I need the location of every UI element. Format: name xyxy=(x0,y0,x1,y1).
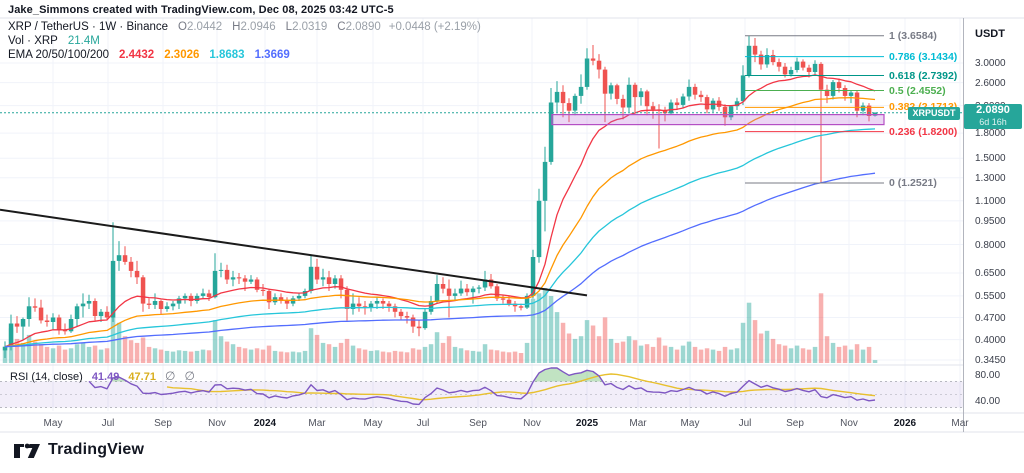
ohlc-low: L2.0319 xyxy=(285,21,328,33)
rsi-pane xyxy=(0,367,963,408)
rsi-legend-row[interactable]: RSI (14, close) 41.49 47.71 ∅ ∅ xyxy=(10,369,195,383)
time-tick-label: Mar xyxy=(308,418,326,429)
ema100-value: 1.8683 xyxy=(209,49,245,61)
rsi-tick-label: 40.00 xyxy=(975,396,1001,407)
symbol-countdown-badge[interactable]: XRPUSDT xyxy=(908,107,960,120)
fib-level-label[interactable]: 0.236 (1.8200) xyxy=(889,125,958,138)
time-tick-label: Mar xyxy=(951,418,969,429)
current-price-value: 2.0890 xyxy=(976,104,1010,116)
ema200-value: 1.3669 xyxy=(254,49,290,61)
bar-countdown: 6d 16h xyxy=(979,117,1007,127)
price-tick-label: 0.9500 xyxy=(975,215,1006,227)
time-tick-label: Jul xyxy=(101,418,115,429)
fib-level-label[interactable]: 1 (3.6584) xyxy=(889,29,937,42)
price-tick-label: 0.4700 xyxy=(975,312,1006,324)
ohlc-open: O2.0442 xyxy=(178,21,223,33)
fib-level-label[interactable]: 0.786 (3.1434) xyxy=(889,50,958,63)
time-tick-label: Jul xyxy=(738,418,752,429)
time-tick-label: Nov xyxy=(840,418,858,429)
candlesticks xyxy=(2,35,878,358)
fib-retracement-lines[interactable] xyxy=(745,35,884,184)
volume-bars xyxy=(2,288,878,364)
volume-legend-row[interactable]: Vol · XRP 21.4M xyxy=(8,35,100,47)
price-axis-currency-label: USDT xyxy=(975,28,1005,40)
time-tick-label: Sep xyxy=(786,418,804,429)
price-tick-label: 1.5000 xyxy=(975,153,1006,165)
volume-value: 21.4M xyxy=(67,35,100,47)
ema-lines xyxy=(4,74,876,348)
time-tick-label: Nov xyxy=(208,418,226,429)
tradingview-logo[interactable]: TradingView xyxy=(13,440,144,460)
rsi-tick-label: 80.00 xyxy=(975,370,1001,381)
fib-level-label[interactable]: 0 (1.2521) xyxy=(889,177,937,189)
time-tick-label: May xyxy=(363,418,383,429)
tradingview-logo-icon xyxy=(14,443,40,458)
time-tick-label: Jul xyxy=(416,418,430,429)
attribution-text: Jake_Simmons created with TradingView.co… xyxy=(8,4,394,16)
price-tick-label: 0.6500 xyxy=(975,268,1006,279)
rsi-ma-value: 47.71 xyxy=(128,371,156,383)
volume-label: Vol · XRP xyxy=(8,35,58,47)
time-tick-label: 2024 xyxy=(253,418,277,429)
time-tick-label: 2026 xyxy=(893,418,917,429)
fib-level-label[interactable]: 0.5 (2.4552) xyxy=(889,84,946,97)
time-tick-label: Sep xyxy=(154,418,172,429)
price-tick-label: 2.6000 xyxy=(975,77,1006,89)
time-tick-label: Mar xyxy=(629,418,647,429)
fib-level-label[interactable]: 0.618 (2.7392) xyxy=(889,69,958,82)
price-tick-label: 0.8000 xyxy=(975,239,1006,251)
price-tick-label: 0.3450 xyxy=(975,355,1006,366)
ema-legend-row[interactable]: EMA 20/50/100/200 2.4432 2.3026 1.8683 1… xyxy=(8,49,290,61)
ema20-value: 2.4432 xyxy=(119,49,155,61)
price-change: +0.0448 (+2.19%) xyxy=(388,21,481,33)
chart-grid xyxy=(0,18,963,411)
time-tick-label: May xyxy=(43,418,63,429)
symbol-legend-row[interactable]: XRP / TetherUS · 1W · Binance O2.0442 H2… xyxy=(8,21,481,33)
price-tick-label: 0.5500 xyxy=(975,290,1006,302)
tradingview-logo-text: TradingView xyxy=(48,441,145,458)
ohlc-close: C2.0890 xyxy=(337,21,381,33)
time-tick-label: Nov xyxy=(523,418,541,429)
time-tick-label: 2025 xyxy=(575,418,599,429)
descending-trendline[interactable] xyxy=(0,208,588,297)
price-tick-label: 1.1000 xyxy=(975,195,1006,207)
rsi-value: 41.49 xyxy=(91,371,120,383)
price-tick-label: 3.0000 xyxy=(975,58,1006,69)
price-tick-label: 1.8000 xyxy=(975,128,1006,140)
price-tick-label: 0.4000 xyxy=(975,334,1006,346)
rsi-label: RSI (14, close) xyxy=(10,371,83,383)
pane-borders xyxy=(0,17,1024,433)
rsi-empty-icon: ∅ xyxy=(184,369,195,383)
symbol-title: XRP / TetherUS · 1W · Binance xyxy=(8,21,169,33)
ema-label: EMA 20/50/100/200 xyxy=(8,49,110,61)
ema50-value: 2.3026 xyxy=(164,49,200,61)
current-price-axis-label[interactable]: 2.0890 6d 16h xyxy=(964,104,1022,129)
rsi-empty-icon: ∅ xyxy=(165,369,176,383)
time-tick-label: Sep xyxy=(469,418,487,429)
ohlc-high: H2.0946 xyxy=(232,21,276,33)
time-tick-label: May xyxy=(680,418,700,429)
price-tick-label: 1.3000 xyxy=(975,172,1006,184)
support-zone-rectangle[interactable] xyxy=(551,113,885,126)
